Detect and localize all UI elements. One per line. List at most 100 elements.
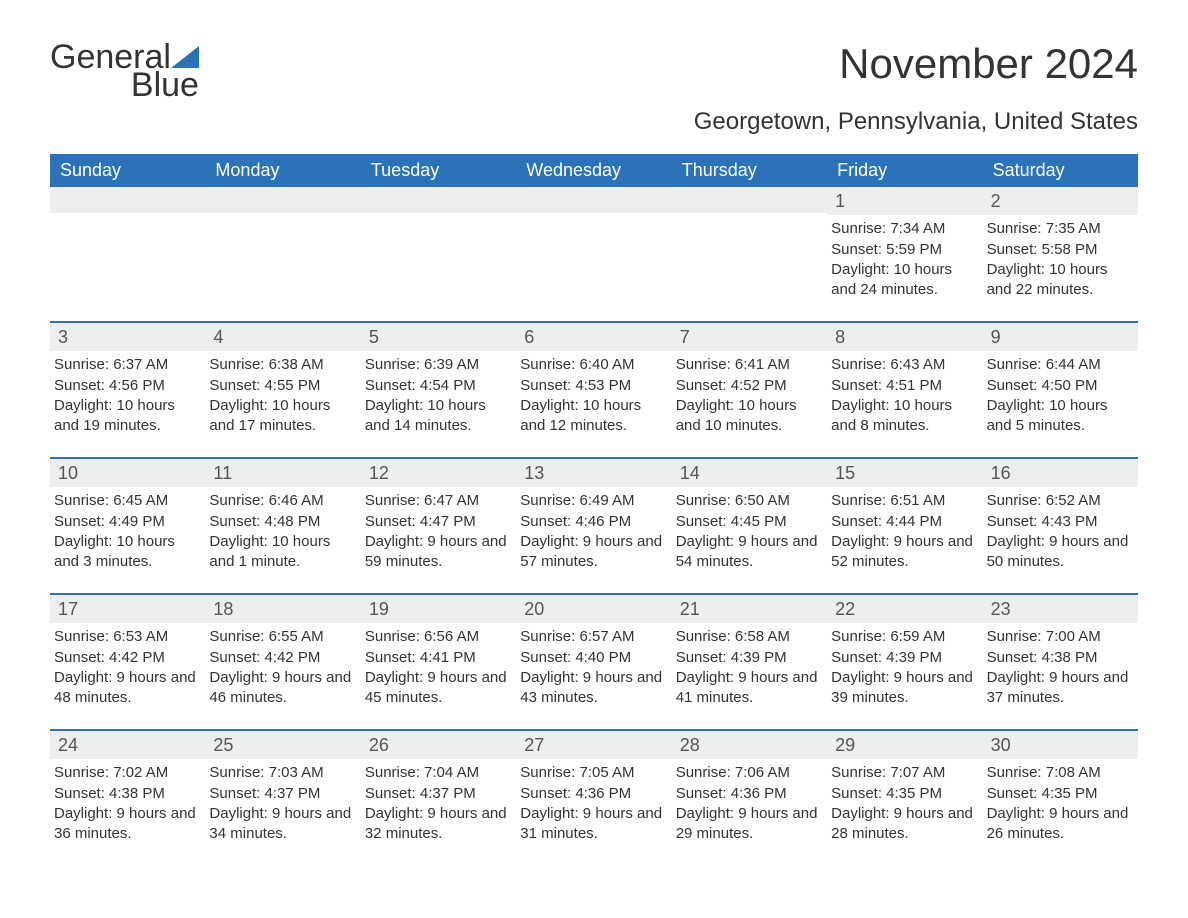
day-cell [50, 187, 205, 307]
day-body: Sunrise: 6:39 AMSunset: 4:54 PMDaylight:… [361, 351, 516, 440]
day-body: Sunrise: 6:52 AMSunset: 4:43 PMDaylight:… [983, 487, 1138, 576]
day-body: Sunrise: 7:02 AMSunset: 4:38 PMDaylight:… [50, 759, 205, 848]
sunset-line: Sunset: 5:59 PM [831, 240, 974, 260]
week-row: 17Sunrise: 6:53 AMSunset: 4:42 PMDayligh… [50, 593, 1138, 715]
sunset-line: Sunset: 4:42 PM [209, 648, 352, 668]
sunrise-line: Sunrise: 6:44 AM [987, 355, 1130, 375]
daylight-line: Daylight: 10 hours and 10 minutes. [676, 396, 819, 437]
dow-cell: Wednesday [516, 154, 671, 187]
sunset-line: Sunset: 4:40 PM [520, 648, 663, 668]
day-number [50, 187, 205, 213]
day-cell: 7Sunrise: 6:41 AMSunset: 4:52 PMDaylight… [672, 323, 827, 443]
sunset-line: Sunset: 4:48 PM [209, 512, 352, 532]
week-row: 3Sunrise: 6:37 AMSunset: 4:56 PMDaylight… [50, 321, 1138, 443]
day-cell [361, 187, 516, 307]
sunset-line: Sunset: 4:38 PM [54, 784, 197, 804]
logo-text: General Blue [50, 40, 199, 102]
sunrise-line: Sunrise: 6:37 AM [54, 355, 197, 375]
day-cell: 18Sunrise: 6:55 AMSunset: 4:42 PMDayligh… [205, 595, 360, 715]
day-cell: 21Sunrise: 6:58 AMSunset: 4:39 PMDayligh… [672, 595, 827, 715]
daylight-line: Daylight: 9 hours and 32 minutes. [365, 804, 508, 845]
dow-cell: Sunday [50, 154, 205, 187]
logo-sail-icon [171, 46, 199, 68]
day-cell: 6Sunrise: 6:40 AMSunset: 4:53 PMDaylight… [516, 323, 671, 443]
day-cell: 16Sunrise: 6:52 AMSunset: 4:43 PMDayligh… [983, 459, 1138, 579]
daylight-line: Daylight: 9 hours and 28 minutes. [831, 804, 974, 845]
daylight-line: Daylight: 10 hours and 3 minutes. [54, 532, 197, 573]
day-number [672, 187, 827, 213]
sunset-line: Sunset: 4:54 PM [365, 376, 508, 396]
day-number: 1 [827, 187, 982, 215]
daylight-line: Daylight: 10 hours and 19 minutes. [54, 396, 197, 437]
daylight-line: Daylight: 9 hours and 57 minutes. [520, 532, 663, 573]
day-body: Sunrise: 6:44 AMSunset: 4:50 PMDaylight:… [983, 351, 1138, 440]
day-body: Sunrise: 6:46 AMSunset: 4:48 PMDaylight:… [205, 487, 360, 576]
sunset-line: Sunset: 4:52 PM [676, 376, 819, 396]
day-cell: 3Sunrise: 6:37 AMSunset: 4:56 PMDaylight… [50, 323, 205, 443]
sunrise-line: Sunrise: 6:58 AM [676, 627, 819, 647]
day-body: Sunrise: 6:53 AMSunset: 4:42 PMDaylight:… [50, 623, 205, 712]
day-body: Sunrise: 7:08 AMSunset: 4:35 PMDaylight:… [983, 759, 1138, 848]
day-number: 23 [983, 595, 1138, 623]
sunset-line: Sunset: 4:36 PM [676, 784, 819, 804]
sunrise-line: Sunrise: 6:51 AM [831, 491, 974, 511]
sunset-line: Sunset: 4:55 PM [209, 376, 352, 396]
day-cell: 25Sunrise: 7:03 AMSunset: 4:37 PMDayligh… [205, 731, 360, 851]
daylight-line: Daylight: 9 hours and 29 minutes. [676, 804, 819, 845]
daylight-line: Daylight: 9 hours and 54 minutes. [676, 532, 819, 573]
sunrise-line: Sunrise: 6:59 AM [831, 627, 974, 647]
sunset-line: Sunset: 4:47 PM [365, 512, 508, 532]
sunrise-line: Sunrise: 6:49 AM [520, 491, 663, 511]
day-body: Sunrise: 6:51 AMSunset: 4:44 PMDaylight:… [827, 487, 982, 576]
day-cell: 1Sunrise: 7:34 AMSunset: 5:59 PMDaylight… [827, 187, 982, 307]
sunset-line: Sunset: 4:56 PM [54, 376, 197, 396]
sunrise-line: Sunrise: 6:50 AM [676, 491, 819, 511]
day-cell: 2Sunrise: 7:35 AMSunset: 5:58 PMDaylight… [983, 187, 1138, 307]
day-number [516, 187, 671, 213]
day-cell: 24Sunrise: 7:02 AMSunset: 4:38 PMDayligh… [50, 731, 205, 851]
daylight-line: Daylight: 9 hours and 48 minutes. [54, 668, 197, 709]
day-cell: 29Sunrise: 7:07 AMSunset: 4:35 PMDayligh… [827, 731, 982, 851]
calendar: SundayMondayTuesdayWednesdayThursdayFrid… [50, 154, 1138, 851]
day-cell [516, 187, 671, 307]
daylight-line: Daylight: 9 hours and 59 minutes. [365, 532, 508, 573]
day-body: Sunrise: 6:40 AMSunset: 4:53 PMDaylight:… [516, 351, 671, 440]
sunset-line: Sunset: 5:58 PM [987, 240, 1130, 260]
day-cell: 12Sunrise: 6:47 AMSunset: 4:47 PMDayligh… [361, 459, 516, 579]
sunrise-line: Sunrise: 7:35 AM [987, 219, 1130, 239]
dow-cell: Tuesday [361, 154, 516, 187]
sunrise-line: Sunrise: 6:39 AM [365, 355, 508, 375]
daylight-line: Daylight: 9 hours and 43 minutes. [520, 668, 663, 709]
day-number: 13 [516, 459, 671, 487]
day-body: Sunrise: 6:49 AMSunset: 4:46 PMDaylight:… [516, 487, 671, 576]
day-body: Sunrise: 7:00 AMSunset: 4:38 PMDaylight:… [983, 623, 1138, 712]
daylight-line: Daylight: 10 hours and 14 minutes. [365, 396, 508, 437]
sunset-line: Sunset: 4:49 PM [54, 512, 197, 532]
day-number: 20 [516, 595, 671, 623]
day-cell: 11Sunrise: 6:46 AMSunset: 4:48 PMDayligh… [205, 459, 360, 579]
day-body: Sunrise: 6:45 AMSunset: 4:49 PMDaylight:… [50, 487, 205, 576]
sunset-line: Sunset: 4:50 PM [987, 376, 1130, 396]
day-body: Sunrise: 7:34 AMSunset: 5:59 PMDaylight:… [827, 215, 982, 304]
day-number: 8 [827, 323, 982, 351]
dow-cell: Monday [205, 154, 360, 187]
sunset-line: Sunset: 4:46 PM [520, 512, 663, 532]
day-number: 7 [672, 323, 827, 351]
day-number: 9 [983, 323, 1138, 351]
day-body: Sunrise: 7:07 AMSunset: 4:35 PMDaylight:… [827, 759, 982, 848]
day-cell: 5Sunrise: 6:39 AMSunset: 4:54 PMDaylight… [361, 323, 516, 443]
daylight-line: Daylight: 9 hours and 52 minutes. [831, 532, 974, 573]
daylight-line: Daylight: 9 hours and 50 minutes. [987, 532, 1130, 573]
daylight-line: Daylight: 10 hours and 5 minutes. [987, 396, 1130, 437]
daylight-line: Daylight: 10 hours and 12 minutes. [520, 396, 663, 437]
day-number: 12 [361, 459, 516, 487]
sunset-line: Sunset: 4:45 PM [676, 512, 819, 532]
sunset-line: Sunset: 4:35 PM [831, 784, 974, 804]
day-number: 4 [205, 323, 360, 351]
sunrise-line: Sunrise: 7:07 AM [831, 763, 974, 783]
day-number: 5 [361, 323, 516, 351]
day-body: Sunrise: 7:03 AMSunset: 4:37 PMDaylight:… [205, 759, 360, 848]
sunrise-line: Sunrise: 6:43 AM [831, 355, 974, 375]
day-number: 26 [361, 731, 516, 759]
day-cell: 17Sunrise: 6:53 AMSunset: 4:42 PMDayligh… [50, 595, 205, 715]
